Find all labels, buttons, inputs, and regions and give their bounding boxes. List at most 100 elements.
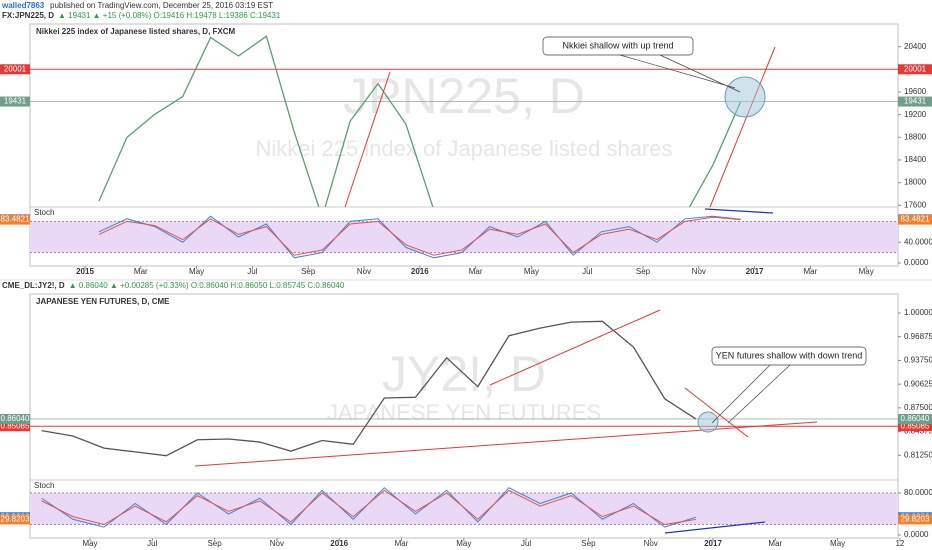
y-tick-label: 0.96875 xyxy=(904,332,932,341)
x-tick-label: Mar xyxy=(395,539,409,548)
last-price-label: 19431 xyxy=(904,97,927,106)
stoch-trend-line xyxy=(664,521,766,534)
oscillator-value-tag xyxy=(898,214,932,225)
x-tick-label: Mar xyxy=(804,267,818,276)
last-price-tag xyxy=(898,413,932,424)
oscillator-line xyxy=(98,215,741,259)
callout-box xyxy=(542,36,694,56)
y-tick-label: 0.0000 xyxy=(904,258,929,267)
y-tick-label: 17600 xyxy=(904,200,927,209)
x-tick-label: 2017 xyxy=(704,539,722,548)
oscillator-value-label: 83.4821 xyxy=(1,215,30,224)
stoch-trend-line xyxy=(704,208,774,214)
level-tag xyxy=(0,421,30,432)
y-tick-label: 20400 xyxy=(904,42,927,51)
x-tick-label: May xyxy=(82,539,97,548)
watermark: JPN225, D xyxy=(343,68,585,124)
x-tick-label: May xyxy=(859,267,874,276)
last-price-label: 0.86040 xyxy=(901,414,930,423)
y-tick-label: 80.0000 xyxy=(904,488,932,497)
x-tick-label: May xyxy=(456,539,471,548)
x-tick-label: May xyxy=(830,539,845,548)
y-tick-label: 0.81250 xyxy=(904,450,932,459)
y-tick-label: 0.93750 xyxy=(904,356,932,365)
x-tick-label: Nov xyxy=(270,539,284,548)
oscillator-band xyxy=(30,221,898,253)
x-tick-label: Jul xyxy=(582,267,592,276)
trend-line xyxy=(684,387,749,438)
x-tick-label: Mar xyxy=(134,267,148,276)
trend-line xyxy=(344,71,391,208)
y-tick-label: 18800 xyxy=(904,132,927,141)
x-tick-label: Jul xyxy=(247,267,257,276)
x-tick-label: 2017 xyxy=(746,267,764,276)
y-tick-label: 18400 xyxy=(904,155,927,164)
x-tick-label: Sep xyxy=(207,539,222,548)
x-tick-label: Nov xyxy=(692,267,706,276)
trend-line xyxy=(709,46,776,208)
highlight-circle xyxy=(724,76,766,118)
oscillator-value-tag xyxy=(0,214,30,225)
oscillator-value-label: 83.4821 xyxy=(901,215,930,224)
y-tick-label: 18000 xyxy=(904,178,927,187)
y-tick-label: 0.0000 xyxy=(904,530,929,539)
oscillator-line xyxy=(98,216,741,256)
last-price-tag xyxy=(0,413,30,424)
level-label: 0.85085 xyxy=(901,421,930,430)
symbol: CME_DL:JY2!, D xyxy=(2,281,65,290)
x-tick-label: Mar xyxy=(768,539,782,548)
y-tick-label: 19200 xyxy=(904,110,927,119)
oscillator-band xyxy=(30,493,898,525)
oscillator-value-label: 29.8203 xyxy=(1,514,30,523)
watermark-subtitle: Nikkei 225 index of Japanese listed shar… xyxy=(255,136,672,161)
level-tag xyxy=(898,421,932,432)
level-label: 20001 xyxy=(4,64,27,73)
x-tick-label: 2015 xyxy=(76,267,94,276)
level-tag xyxy=(0,64,30,75)
x-tick-label: Jul xyxy=(147,539,157,548)
quote: ▲ 0.86040 ▲ +0.00285 (+0.33%) O:0.86040 … xyxy=(69,281,345,290)
annotation: YEN futures shallow with down trend xyxy=(716,350,863,360)
x-tick-label: 12 xyxy=(895,539,904,548)
level-tag xyxy=(898,64,932,75)
last-price-tag xyxy=(898,96,932,107)
oscillator-value-label: 29.8203 xyxy=(901,514,930,523)
x-tick-label: May xyxy=(524,267,539,276)
published: published on TradingView.com, December 2… xyxy=(50,1,273,10)
x-tick-label: Mar xyxy=(469,267,483,276)
x-tick-label: May xyxy=(189,267,204,276)
y-tick-label: 1.00000 xyxy=(904,308,932,317)
highlight-circle xyxy=(697,411,719,433)
last-price-tag xyxy=(0,96,30,107)
oscillator-value-tag xyxy=(0,514,30,525)
chart-title: JAPANESE YEN FUTURES, D, CME xyxy=(36,297,170,306)
callout-box xyxy=(711,346,867,366)
watermark-subtitle: JAPANESE YEN FUTURES xyxy=(327,400,601,425)
price-line xyxy=(98,35,742,207)
oscillator-value-tag xyxy=(898,514,932,525)
x-tick-label: 2016 xyxy=(411,267,429,276)
author: walled7863 xyxy=(1,1,45,10)
price-line xyxy=(41,320,697,457)
x-tick-label: Sep xyxy=(301,267,316,276)
x-tick-label: Jul xyxy=(521,539,531,548)
last-price-label: 0.86040 xyxy=(1,414,30,423)
x-tick-label: Nov xyxy=(644,539,658,548)
trend-line xyxy=(489,309,661,386)
panel-frame xyxy=(29,23,899,267)
level-label: 20001 xyxy=(904,64,927,73)
chart-title: Nikkei 225 index of Japanese listed shar… xyxy=(36,27,236,36)
y-tick-label: 0.90625 xyxy=(904,379,932,388)
x-tick-label: Sep xyxy=(636,267,651,276)
oscillator-name: Stoch xyxy=(34,481,54,490)
x-tick-label: 2016 xyxy=(330,539,348,548)
oscillator-line xyxy=(41,489,696,526)
annotation: Nkkiei shallow with up trend xyxy=(562,40,673,50)
x-tick-label: Nov xyxy=(357,267,371,276)
last-price-label: 19431 xyxy=(4,97,27,106)
callout-pointers xyxy=(619,54,791,424)
x-tick-label: Sep xyxy=(581,539,596,548)
oscillator-name: Stoch xyxy=(34,208,54,217)
